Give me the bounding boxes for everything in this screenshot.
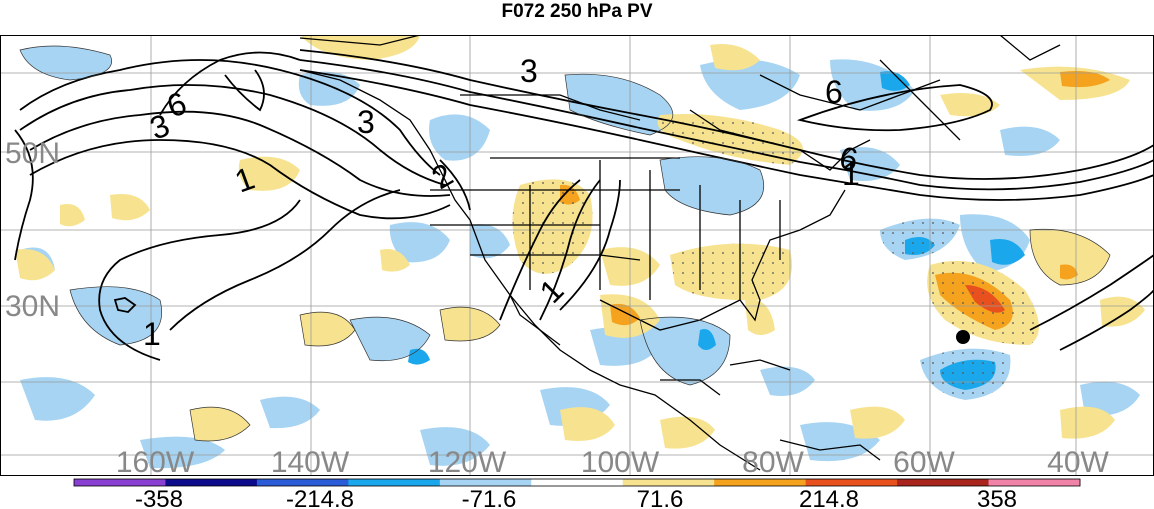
lon-label-120w: 120W	[428, 446, 507, 476]
lon-label-40w: 40W	[1047, 446, 1109, 476]
lon-label-100w: 100W	[581, 446, 660, 476]
contour-label: 1	[143, 316, 161, 352]
colorbar-swatch	[897, 479, 990, 486]
grid-labels: 50N 30N 160W 140W 120W 100W 80W 60W 40W	[5, 137, 1110, 476]
lon-label-140w: 140W	[271, 446, 350, 476]
colorbar-swatch	[531, 479, 624, 486]
contour-label: 1	[842, 156, 860, 192]
colorbar-swatch	[714, 479, 807, 486]
thin-contours	[19, 45, 1111, 442]
contour-label: 6	[825, 74, 843, 110]
coastlines-and-borders	[299, 35, 1061, 471]
colorbar-labels: -358 -214.8 -71.6 71.6 214.8 358	[135, 486, 1017, 509]
colorbar-swatch	[439, 479, 532, 486]
colorbar-swatch	[348, 479, 441, 486]
colorbar-tick-label: 71.6	[637, 486, 684, 509]
colorbar-tick-label: 358	[977, 486, 1017, 509]
contour-label: 3	[357, 104, 375, 140]
colorbar-swatch	[988, 479, 1081, 486]
colorbar-swatch	[622, 479, 715, 486]
colorbar-swatch	[256, 479, 349, 486]
lat-label-30n: 30N	[5, 290, 60, 323]
lon-label-60w: 60W	[893, 446, 955, 476]
colorbar-swatch	[805, 479, 898, 486]
map-title: F072 250 hPa PV	[501, 1, 653, 22]
storm-marker	[956, 330, 970, 344]
colorbar-swatches	[74, 479, 1081, 486]
colorbar-tick-label: -358	[135, 486, 183, 509]
colorbar-tick-label: -214.8	[286, 486, 354, 509]
lon-label-160w: 160W	[116, 446, 195, 476]
colorbar-swatch	[165, 479, 258, 486]
lat-label-50n: 50N	[5, 137, 60, 170]
lon-label-80w: 80W	[742, 446, 804, 476]
pv-contours	[14, 49, 1154, 361]
colorbar-frame	[73, 478, 1081, 487]
colorbar-swatch	[74, 479, 166, 486]
contour-label: 3	[520, 53, 538, 89]
colorbar-tick-label: 214.8	[799, 486, 859, 509]
contour-label: 6	[837, 139, 861, 178]
colorbar: -358 -214.8 -71.6 71.6 214.8 358	[73, 478, 1081, 509]
pv-map: 3 6 3 1 2 3 6 6 1 1 1 50N 30N 160W 140W …	[0, 35, 1154, 476]
colorbar-tick-label: -71.6	[462, 486, 517, 509]
